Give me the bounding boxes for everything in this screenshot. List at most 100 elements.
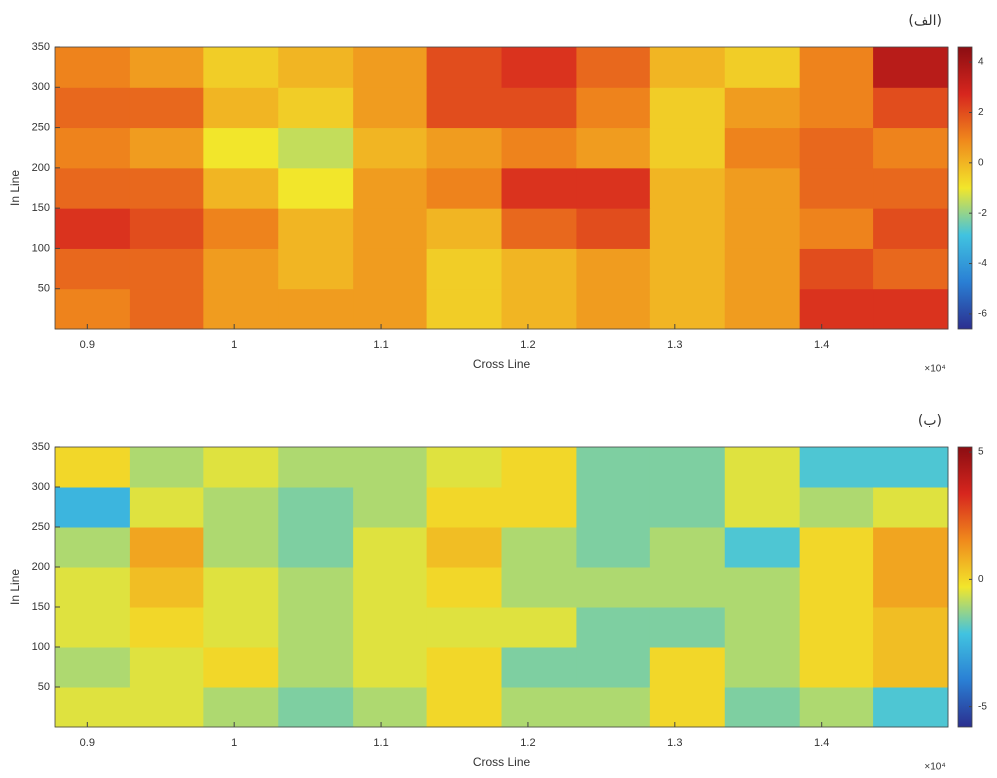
heatmap-cell	[55, 687, 131, 728]
y-tick-label: 50	[38, 283, 50, 295]
heatmap-cell	[873, 607, 949, 648]
heatmap-cell	[576, 527, 651, 568]
x-tick-label: 1.1	[373, 339, 388, 351]
heatmap-cell	[649, 167, 726, 209]
heatmap-cell	[55, 647, 131, 688]
heatmap-cell	[576, 87, 651, 129]
heatmap-cell	[799, 127, 874, 169]
heatmap-cell	[501, 87, 577, 129]
heatmap-cell	[576, 447, 651, 488]
colorbar-tick-label: 0	[978, 157, 984, 168]
heatmap-cell	[576, 487, 651, 528]
heatmap-cell	[129, 167, 204, 209]
heatmap-cell	[724, 687, 801, 728]
heatmap-cell	[203, 687, 279, 728]
heatmap-cell	[129, 607, 204, 648]
heatmap-cell	[278, 167, 354, 209]
heatmap-cell	[353, 607, 428, 648]
heatmap-cell	[278, 607, 354, 648]
colorbar-tick-label: 5	[978, 447, 984, 458]
heatmap-cell	[203, 487, 279, 528]
heatmap-cell	[353, 487, 428, 528]
heatmap-cell	[799, 487, 874, 528]
y-tick-label: 150	[32, 202, 50, 214]
heatmap-cell	[649, 647, 726, 688]
heatmap-cell	[576, 687, 651, 728]
heatmap-cell	[426, 47, 502, 88]
heatmap-cell	[55, 288, 131, 330]
heatmap-cell	[55, 208, 131, 249]
x-multiplier: ×10⁴	[924, 364, 945, 375]
heatmap-cell	[724, 567, 801, 608]
heatmap-cell	[353, 208, 428, 249]
heatmap-cell	[501, 607, 577, 648]
heatmap-cell	[649, 87, 726, 129]
y-tick-label: 200	[32, 561, 50, 573]
panel-title: (الف)	[908, 13, 942, 29]
heatmap-cell	[501, 447, 577, 488]
heatmap-cell	[724, 127, 801, 169]
heatmap-cell	[649, 487, 726, 528]
heatmap-cell	[724, 47, 801, 88]
heatmap-cell	[129, 288, 204, 330]
heatmap-cell	[278, 47, 354, 88]
heatmap-cell	[649, 567, 726, 608]
colorbar	[957, 46, 973, 330]
heatmap-cell	[873, 687, 949, 728]
heatmap-cell	[576, 127, 651, 169]
heatmap-cell	[649, 208, 726, 249]
heatmap-cell	[873, 127, 949, 169]
heatmap-cell	[576, 288, 651, 330]
x-multiplier: ×10⁴	[924, 762, 945, 773]
heatmap-cell	[799, 447, 874, 488]
colorbar-tick-label: 0	[978, 574, 984, 585]
heatmap-cell	[873, 208, 949, 249]
heatmap-cell	[353, 248, 428, 290]
heatmap-cell	[129, 248, 204, 290]
heatmap-cell	[353, 87, 428, 129]
heatmap-cell	[129, 527, 204, 568]
heatmap-cell	[55, 527, 131, 568]
heatmap-cell	[873, 487, 949, 528]
heatmap-cell	[55, 127, 131, 169]
heatmap-cell	[799, 208, 874, 249]
heatmap-cell	[501, 208, 577, 249]
heatmap-cell	[278, 487, 354, 528]
heatmap-cell	[576, 647, 651, 688]
heatmap-cell	[203, 288, 279, 330]
heatmap-cell	[426, 208, 502, 249]
heatmap-cell	[501, 288, 577, 330]
panel-title: (ب)	[918, 413, 942, 429]
heatmap-cell	[426, 248, 502, 290]
heatmap-cell	[278, 87, 354, 129]
y-tick-label: 200	[32, 162, 50, 174]
heatmap-cell	[353, 447, 428, 488]
heatmap-cell	[55, 87, 131, 129]
heatmap-cell	[353, 647, 428, 688]
y-tick-label: 300	[32, 481, 50, 493]
colorbar	[957, 446, 973, 728]
heatmap-cell	[873, 647, 949, 688]
x-tick-label: 1.2	[520, 737, 535, 749]
heatmap-cell	[129, 127, 204, 169]
y-tick-label: 250	[32, 521, 50, 533]
x-axis-label: Cross Line	[473, 755, 531, 769]
heatmap-cell	[426, 447, 502, 488]
heatmap-cell	[649, 687, 726, 728]
heatmap-cell	[55, 47, 131, 88]
heatmap-cell	[649, 127, 726, 169]
heatmap-cell	[501, 127, 577, 169]
colorbar-tick-label: 4	[978, 57, 984, 68]
heatmap-cell	[501, 487, 577, 528]
heatmap-cell	[724, 647, 801, 688]
heatmap-cell	[353, 567, 428, 608]
heatmap-cell	[426, 687, 502, 728]
heatmap-cell	[55, 447, 131, 488]
heatmap-cell	[501, 527, 577, 568]
heatmap-cell	[278, 647, 354, 688]
heatmap-cell	[576, 567, 651, 608]
y-tick-label: 250	[32, 121, 50, 133]
heatmap-cell	[278, 208, 354, 249]
heatmap-cell	[724, 447, 801, 488]
